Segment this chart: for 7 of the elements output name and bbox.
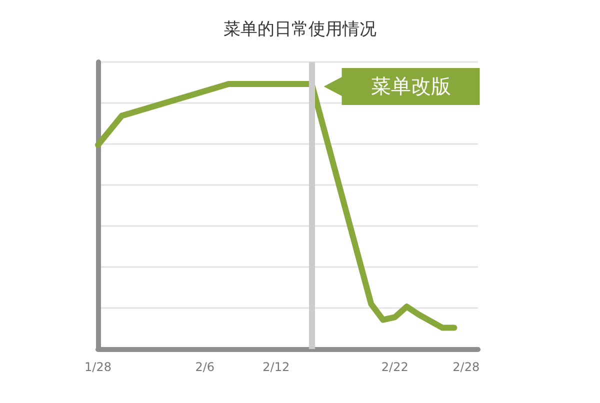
ref-line-label: 菜单改版 bbox=[370, 73, 452, 100]
x-tick-label: 1/28 bbox=[84, 360, 112, 374]
x-tick-label: 2/22 bbox=[381, 360, 408, 374]
x-tick-label: 2/12 bbox=[262, 360, 290, 374]
x-tick-label: 2/28 bbox=[452, 360, 480, 374]
chart-title: 菜单的日常使用情况 bbox=[224, 20, 376, 40]
x-tick-label: 2/6 bbox=[195, 360, 215, 374]
